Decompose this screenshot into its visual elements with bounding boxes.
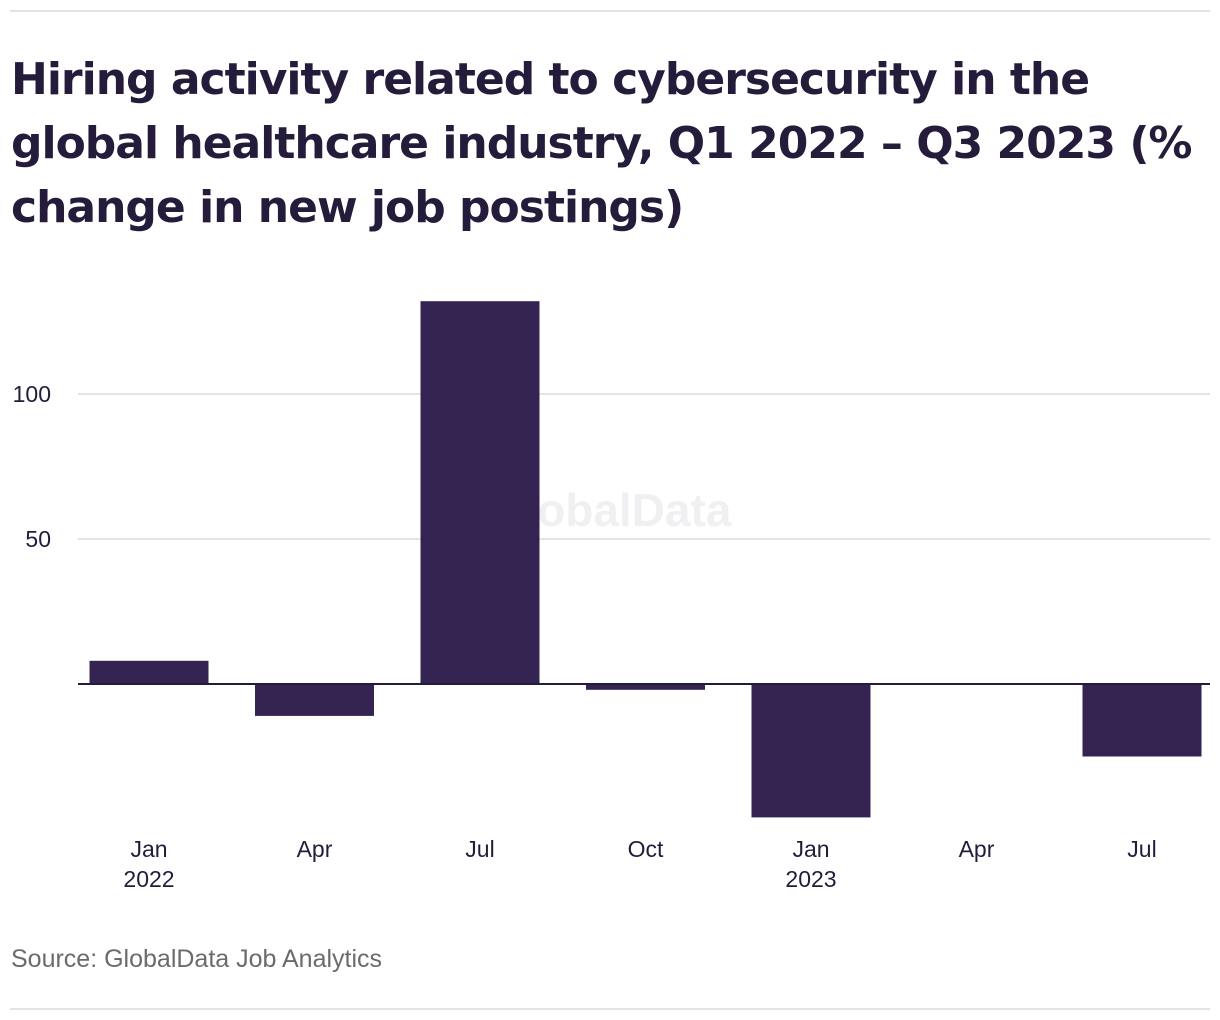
x-tick-month-6: Jul <box>1127 836 1156 862</box>
x-tick-year-0: 2022 <box>123 866 174 892</box>
x-tick-year-4: 2023 <box>785 866 836 892</box>
bar-apr-2022 <box>255 684 374 716</box>
x-tick-month-0: Jan <box>130 836 167 862</box>
x-tick-month-3: Oct <box>628 836 664 862</box>
bar-jan-2022 <box>89 660 209 684</box>
x-tick-month-5: Apr <box>959 836 995 862</box>
y-tick-label-50: 50 <box>25 526 51 552</box>
x-tick-month-1: Apr <box>297 836 333 862</box>
top-rule <box>10 10 1210 12</box>
bar-jul-2022 <box>420 301 540 684</box>
bar-jul-2023 <box>1082 684 1202 757</box>
bar-oct-2022 <box>586 684 705 690</box>
x-tick-month-4: Jan <box>792 836 829 862</box>
x-tick-month-2: Jul <box>465 836 494 862</box>
bar-jan-2023 <box>751 684 871 818</box>
chart-title: Hiring activity related to cybersecurity… <box>11 54 1193 233</box>
y-tick-label-100: 100 <box>13 381 51 407</box>
bottom-rule <box>10 1008 1210 1010</box>
source-note: Source: GlobalData Job Analytics <box>11 945 383 973</box>
